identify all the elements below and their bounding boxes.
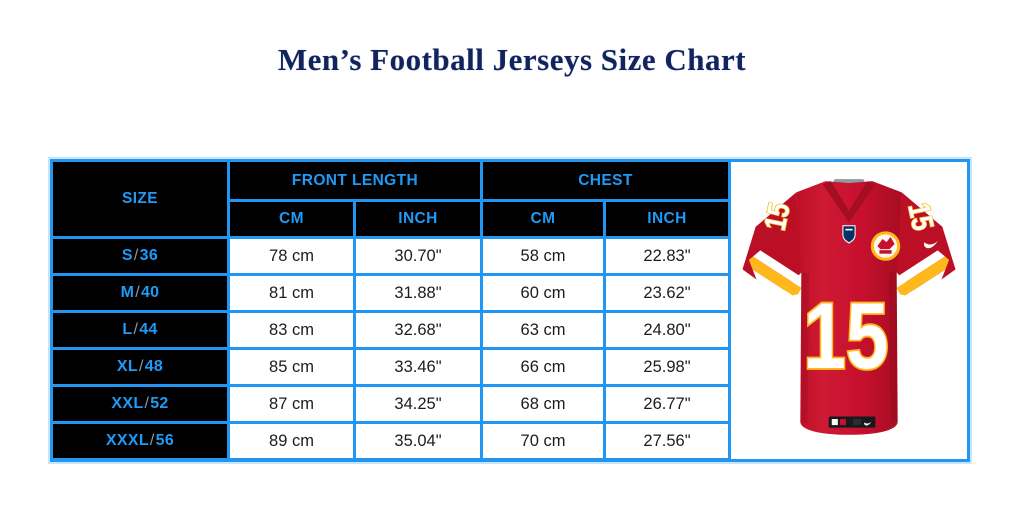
header-chest-cm: CM: [483, 202, 603, 236]
row-value-front_inch: 31.88": [356, 276, 480, 310]
v-neck-collar: [822, 180, 876, 223]
row-value-chest_cm: 60 cm: [483, 276, 603, 310]
row-value-front_inch: 33.46": [356, 350, 480, 384]
row-size-label: XL/48: [53, 350, 227, 384]
jocktag: [828, 415, 876, 428]
row-value-chest_cm: 68 cm: [483, 387, 603, 421]
team-patch-icon: [870, 230, 901, 261]
nike-swoosh-icon: [924, 240, 938, 248]
page-title: Men’s Football Jerseys Size Chart: [277, 42, 747, 77]
size-chart-table: SIZE FRONT LENGTH CHEST CM INCH CM INCH …: [53, 162, 728, 459]
row-value-chest_cm: 70 cm: [483, 424, 603, 458]
row-value-front_inch: 34.25": [356, 387, 480, 421]
row-value-chest_inch: 27.56": [606, 424, 728, 458]
row-size-label: S/36: [53, 239, 227, 273]
jersey-photo: 15 15 15: [728, 162, 967, 459]
row-value-chest_inch: 23.62": [606, 276, 728, 310]
header-chest-inch: INCH: [606, 202, 728, 236]
header-front-cm: CM: [230, 202, 353, 236]
row-value-chest_inch: 26.77": [606, 387, 728, 421]
row-value-chest_inch: 25.98": [606, 350, 728, 384]
row-value-front_cm: 83 cm: [230, 313, 353, 347]
header-chest: CHEST: [483, 162, 728, 199]
row-size-label: XXXL/56: [53, 424, 227, 458]
size-chart-board: SIZE FRONT LENGTH CHEST CM INCH CM INCH …: [50, 159, 970, 462]
row-value-front_inch: 30.70": [356, 239, 480, 273]
row-size-label: XXL/52: [53, 387, 227, 421]
jersey-image: 15 15 15: [737, 178, 961, 435]
nfl-shield-icon: [842, 224, 856, 244]
header-front-inch: INCH: [356, 202, 480, 236]
header-front-length: FRONT LENGTH: [230, 162, 480, 199]
row-value-front_cm: 78 cm: [230, 239, 353, 273]
row-size-label: M/40: [53, 276, 227, 310]
header-size: SIZE: [53, 162, 227, 236]
row-value-front_inch: 35.04": [356, 424, 480, 458]
row-value-front_cm: 89 cm: [230, 424, 353, 458]
row-size-label: L/44: [53, 313, 227, 347]
row-value-chest_cm: 66 cm: [483, 350, 603, 384]
chest-number: 15: [803, 284, 888, 388]
row-value-chest_cm: 58 cm: [483, 239, 603, 273]
row-value-front_cm: 81 cm: [230, 276, 353, 310]
row-value-chest_inch: 24.80": [606, 313, 728, 347]
row-value-chest_inch: 22.83": [606, 239, 728, 273]
row-value-front_cm: 85 cm: [230, 350, 353, 384]
row-value-front_inch: 32.68": [356, 313, 480, 347]
row-value-front_cm: 87 cm: [230, 387, 353, 421]
row-value-chest_cm: 63 cm: [483, 313, 603, 347]
